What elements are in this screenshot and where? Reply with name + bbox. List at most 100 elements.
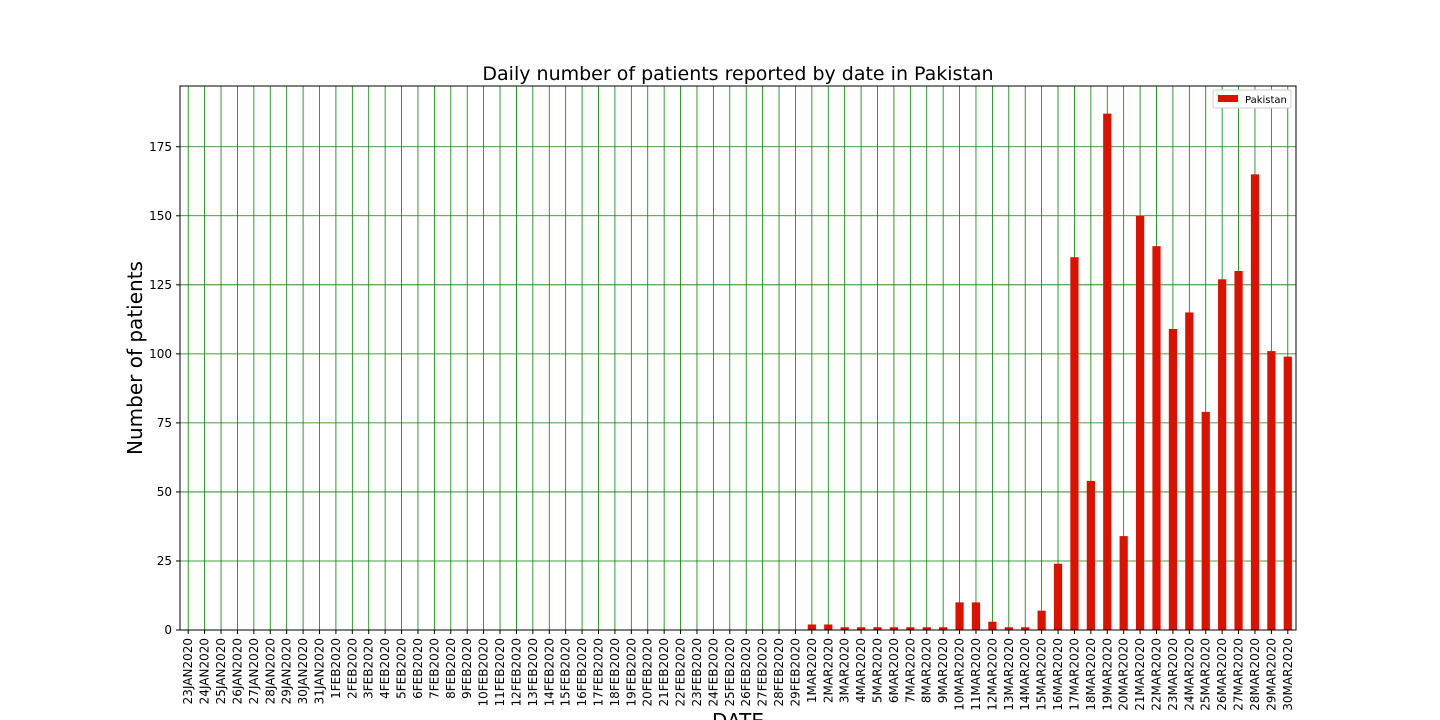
x-tick-label: 8MAR2020: [920, 638, 934, 703]
bar: [1103, 113, 1112, 631]
x-tick-label: 23MAR2020: [1166, 638, 1180, 711]
bar: [988, 621, 997, 630]
bar: [1218, 279, 1227, 630]
y-tick-label: 150: [149, 209, 172, 223]
ticks: 0 25 50 75 100 125 150 175 23JAN2020 24JAN2020 25J…: [149, 140, 1295, 711]
x-tick-label: 20MAR2020: [1117, 638, 1131, 711]
x-tick-label: 7FEB2020: [427, 638, 441, 699]
x-tick-label: 21MAR2020: [1133, 638, 1147, 711]
bar: [1152, 246, 1161, 631]
x-tick-label: 16MAR2020: [1051, 638, 1065, 711]
bar: [1283, 356, 1292, 630]
x-tick-label: 3MAR2020: [838, 638, 852, 703]
x-tick-label: 14MAR2020: [1018, 638, 1032, 711]
x-tick-label: 29JAN2020: [280, 638, 294, 704]
x-tick-label: 29MAR2020: [1264, 638, 1278, 711]
x-tick-label: 15FEB2020: [559, 638, 573, 707]
x-tick-label: 6FEB2020: [411, 638, 425, 699]
x-tick-label: 14FEB2020: [542, 638, 556, 707]
bar: [1070, 257, 1079, 630]
x-tick-label: 13MAR2020: [1002, 638, 1016, 711]
x-tick-label: 13FEB2020: [526, 638, 540, 707]
x-tick-label: 9MAR2020: [936, 638, 950, 703]
x-tick-label: 28FEB2020: [772, 638, 786, 707]
legend: Pakistan: [1212, 89, 1292, 109]
x-tick-label: 28MAR2020: [1248, 638, 1262, 711]
bar: [1201, 411, 1210, 630]
x-tick-label: 5MAR2020: [871, 638, 885, 703]
x-axis-label: DATE: [712, 709, 764, 720]
y-axis-label: Number of patients: [123, 261, 147, 455]
x-tick-label: 8FEB2020: [444, 638, 458, 699]
x-tick-label: 18FEB2020: [608, 638, 622, 707]
x-tick-label: 26MAR2020: [1215, 638, 1229, 711]
bar: [807, 624, 816, 630]
bar: [939, 627, 948, 630]
bar: [1053, 563, 1063, 630]
x-tick-label: 12FEB2020: [509, 638, 523, 707]
x-tick-label: 27FEB2020: [756, 638, 770, 707]
x-tick-label: 26JAN2020: [230, 638, 244, 704]
bar: [1004, 627, 1013, 630]
x-tick-label: 7MAR2020: [903, 638, 917, 703]
y-tick-label: 0: [164, 623, 172, 637]
x-tick-label: 3FEB2020: [362, 638, 376, 699]
x-tick-label: 12MAR2020: [985, 638, 999, 711]
bar: [1037, 610, 1046, 630]
x-tick-label: 5FEB2020: [395, 638, 409, 699]
bar: [955, 602, 964, 630]
bar: [971, 602, 981, 630]
x-tick-label: 2MAR2020: [821, 638, 835, 703]
bar: [824, 624, 833, 630]
chart-title: Daily number of patients reported by dat…: [482, 63, 993, 85]
x-tick-label: 26FEB2020: [739, 638, 753, 707]
grid: [180, 86, 1296, 631]
y-tick-label: 50: [157, 485, 172, 499]
x-tick-label: 11MAR2020: [969, 638, 983, 711]
bar: [1021, 627, 1030, 630]
x-tick-label: 25MAR2020: [1199, 638, 1213, 711]
x-tick-label: 1FEB2020: [329, 638, 343, 699]
x-tick-label: 16FEB2020: [575, 638, 589, 707]
x-tick-label: 1MAR2020: [805, 638, 819, 703]
x-tick-label: 19FEB2020: [624, 638, 638, 707]
bars: [807, 113, 1292, 631]
y-tick-label: 25: [157, 554, 172, 568]
bar: [1234, 271, 1243, 630]
bar: [1086, 480, 1095, 630]
x-tick-label: 11FEB2020: [493, 638, 507, 707]
x-tick-label: 22MAR2020: [1150, 638, 1164, 711]
x-tick-label: 23JAN2020: [181, 638, 195, 704]
x-tick-label: 27MAR2020: [1232, 638, 1246, 711]
bar: [1185, 312, 1194, 630]
x-tick-label: 6MAR2020: [887, 638, 901, 703]
x-tick-label: 10MAR2020: [953, 638, 967, 711]
x-tick-label: 18MAR2020: [1084, 638, 1098, 711]
y-tick-label: 75: [157, 416, 172, 430]
x-tick-label: 15MAR2020: [1035, 638, 1049, 711]
y-tick-label: 175: [149, 140, 172, 154]
x-tick-label: 28JAN2020: [263, 638, 277, 704]
bar: [856, 627, 866, 630]
plot-frame: [179, 85, 1297, 631]
x-tick-label: 4MAR2020: [854, 638, 868, 703]
x-tick-label: 20FEB2020: [641, 638, 655, 707]
x-tick-label: 30MAR2020: [1281, 638, 1295, 711]
bar: [922, 627, 931, 630]
bar: [1267, 351, 1276, 630]
legend-swatch: [1218, 95, 1238, 102]
bar: [906, 627, 915, 630]
x-tick-label: 25JAN2020: [214, 638, 228, 704]
bar: [1168, 329, 1178, 630]
x-tick-label: 22FEB2020: [674, 638, 688, 707]
x-tick-label: 4FEB2020: [378, 638, 392, 699]
bar: [1135, 215, 1145, 630]
x-tick-label: 29FEB2020: [788, 638, 802, 707]
bar: [840, 627, 849, 630]
x-tick-label: 10FEB2020: [477, 638, 491, 707]
x-tick-label: 17FEB2020: [592, 638, 606, 707]
y-tick-label: 125: [149, 278, 172, 292]
bar: [1119, 536, 1128, 630]
y-tick-label: 100: [149, 347, 172, 361]
x-tick-label: 17MAR2020: [1067, 638, 1081, 711]
